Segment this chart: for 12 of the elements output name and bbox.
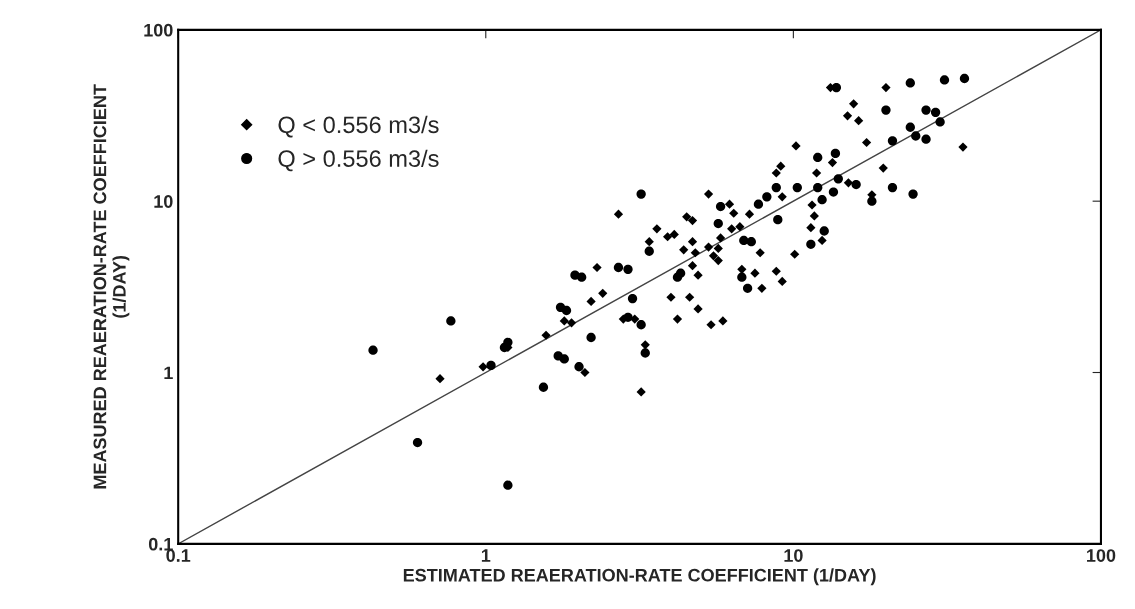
x-tick-label: 1 — [481, 549, 491, 562]
legend-label: Q < 0.556 m3/s — [278, 115, 439, 138]
y-tick-label: 1 — [164, 366, 173, 380]
y-tick-label: 100 — [144, 23, 173, 37]
x-tick-label: 100 — [1087, 549, 1116, 562]
x-axis-title: ESTIMATED REAERATION-RATE COEFFICIENT (1/DAY) — [403, 568, 876, 586]
y-tick-label: 10 — [154, 195, 173, 208]
y-axis-title: MEASURED REAERATION-RATE COEFFICIENT (1/DAY) — [93, 84, 130, 489]
x-tick-label: 10 — [784, 549, 803, 562]
x-tick-label: 0.1 — [166, 549, 191, 562]
legend-label: Q > 0.556 m3/s — [278, 149, 439, 172]
y-tick-label: 0.1 — [148, 537, 173, 551]
